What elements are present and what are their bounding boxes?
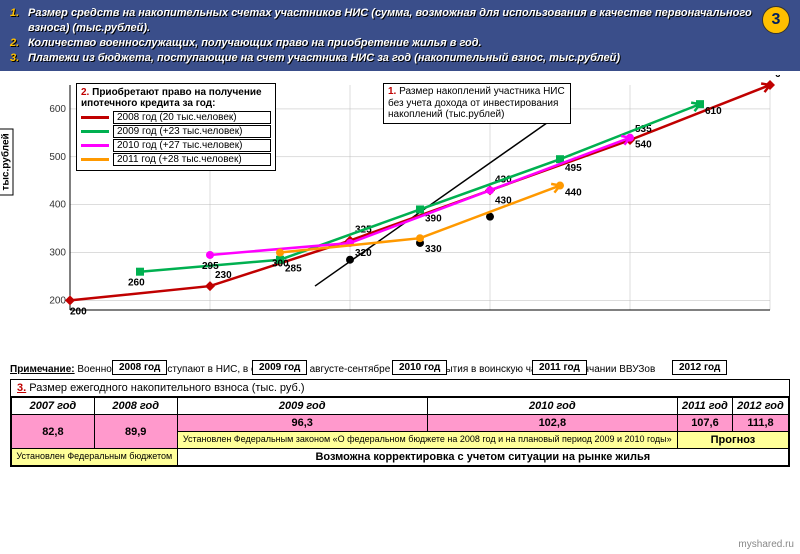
legend-swatch: [81, 144, 109, 147]
slide-number-badge: 3: [762, 6, 790, 34]
legend-title: 2. Приобретают право на получение ипотеч…: [81, 87, 271, 109]
header-item: 2.Количество военнослужащих, получающих …: [28, 36, 790, 51]
legend-row: 2008 год (20 тыс.человек): [81, 111, 271, 124]
x-axis-year: 2008 год: [112, 360, 167, 375]
callout-1: 1. Размер накоплений участника НИС без у…: [383, 83, 571, 124]
legend-row: 2010 год (+27 тыс.человек): [81, 139, 271, 152]
header-list: 1.Размер средств на накопительных счетах…: [10, 6, 790, 65]
legend-swatch: [81, 158, 109, 161]
svg-text:540: 540: [635, 140, 652, 151]
svg-text:330: 330: [425, 245, 442, 256]
svg-text:400: 400: [49, 200, 66, 211]
x-axis-year: 2010 год: [392, 360, 447, 375]
x-axis-year: 2012 год: [672, 360, 727, 375]
legend-label: 2011 год (+28 тыс.человек): [113, 153, 271, 166]
header-item: 3.Платежи из бюджета, поступающие на сче…: [28, 51, 790, 66]
legend-row: 2009 год (+23 тыс.человек): [81, 125, 271, 138]
legend-swatch: [81, 116, 109, 119]
legend-label: 2010 год (+27 тыс.человек): [113, 139, 271, 152]
table-header-row: 2007 год 2008 год 2009 год 2010 год 2011…: [12, 398, 789, 415]
svg-text:440: 440: [565, 188, 582, 199]
watermark: myshared.ru: [738, 539, 794, 550]
table-row: 82,8 89,9 96,3 102,8 107,6 111,8: [12, 415, 789, 432]
legend-label: 2009 год (+23 тыс.человек): [113, 125, 271, 138]
table-row: Установлен Федеральным бюджетом Возможна…: [12, 449, 789, 466]
svg-text:495: 495: [565, 164, 582, 175]
svg-text:200: 200: [49, 296, 66, 307]
legend-box: 2. Приобретают право на получение ипотеч…: [76, 83, 276, 171]
legend-label: 2008 год (20 тыс.человек): [113, 111, 271, 124]
svg-text:320: 320: [355, 248, 372, 259]
legend-row: 2011 год (+28 тыс.человек): [81, 153, 271, 166]
svg-text:260: 260: [128, 278, 145, 289]
legend-swatch: [81, 130, 109, 133]
header: 3 1.Размер средств на накопительных счет…: [0, 0, 800, 71]
contribution-table: 3. Размер ежегодного накопительного взно…: [10, 379, 790, 467]
y-axis-label: тыс.рублей: [0, 128, 14, 195]
svg-text:300: 300: [272, 259, 289, 270]
header-item: 1.Размер средств на накопительных счетах…: [28, 6, 790, 36]
svg-text:295: 295: [202, 261, 219, 272]
svg-text:610: 610: [705, 107, 722, 118]
svg-text:600: 600: [49, 104, 66, 115]
svg-text:200: 200: [70, 307, 87, 318]
x-axis-year: 2009 год: [252, 360, 307, 375]
x-axis-year: 2011 год: [532, 360, 587, 375]
svg-text:500: 500: [49, 152, 66, 163]
chart-area: тыс.рублей 20030040050060020023032543053…: [10, 75, 790, 360]
svg-text:300: 300: [49, 248, 66, 259]
table-title: 3. Размер ежегодного накопительного взно…: [11, 380, 789, 397]
svg-text:650: 650: [775, 75, 780, 80]
